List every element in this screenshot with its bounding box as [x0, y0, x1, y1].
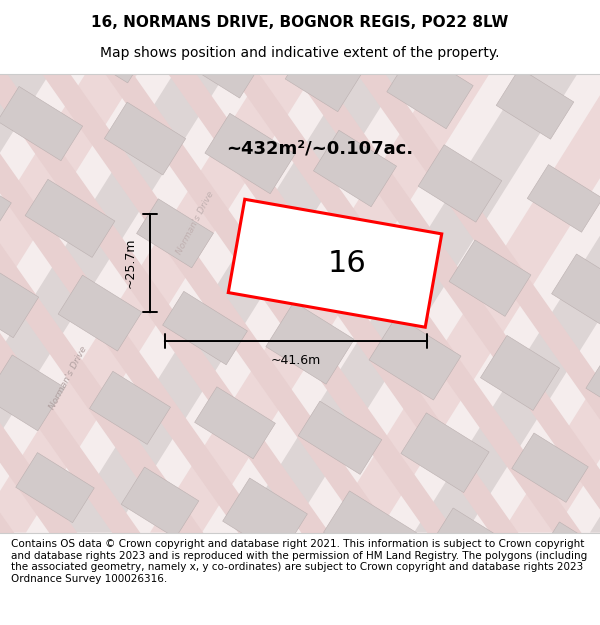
Text: ~25.7m: ~25.7m — [124, 238, 137, 289]
Polygon shape — [458, 600, 551, 625]
Polygon shape — [285, 36, 365, 112]
Polygon shape — [414, 74, 600, 532]
Polygon shape — [25, 179, 115, 258]
Polygon shape — [163, 291, 247, 365]
Polygon shape — [223, 478, 307, 557]
Polygon shape — [0, 602, 600, 625]
Polygon shape — [0, 74, 313, 532]
Polygon shape — [496, 68, 574, 139]
Polygon shape — [149, 0, 231, 1]
Polygon shape — [0, 333, 600, 625]
Polygon shape — [121, 467, 199, 538]
Polygon shape — [512, 433, 588, 502]
Text: 16: 16 — [328, 249, 367, 278]
Polygon shape — [0, 74, 49, 532]
Polygon shape — [326, 74, 600, 532]
Polygon shape — [0, 64, 600, 625]
Polygon shape — [0, 531, 20, 604]
Polygon shape — [0, 355, 65, 431]
Polygon shape — [89, 371, 170, 444]
Polygon shape — [40, 541, 130, 624]
Polygon shape — [147, 559, 233, 625]
Polygon shape — [359, 590, 442, 625]
Polygon shape — [249, 571, 341, 625]
Polygon shape — [298, 401, 382, 474]
Polygon shape — [527, 164, 600, 232]
Polygon shape — [418, 145, 502, 222]
Text: Contains OS data © Crown copyright and database right 2021. This information is : Contains OS data © Crown copyright and d… — [11, 539, 587, 584]
Polygon shape — [0, 0, 53, 68]
Polygon shape — [568, 621, 600, 625]
Polygon shape — [459, 0, 551, 51]
Polygon shape — [369, 316, 461, 400]
Text: 16, NORMANS DRIVE, BOGNOR REGIS, PO22 8LW: 16, NORMANS DRIVE, BOGNOR REGIS, PO22 8L… — [91, 14, 509, 29]
Polygon shape — [238, 209, 322, 288]
Polygon shape — [104, 102, 185, 175]
Text: Norman's Drive: Norman's Drive — [175, 190, 215, 256]
Polygon shape — [194, 387, 275, 459]
Text: Map shows position and indicative extent of the property.: Map shows position and indicative extent… — [100, 46, 500, 60]
Polygon shape — [62, 74, 401, 532]
Polygon shape — [205, 113, 295, 194]
Polygon shape — [0, 243, 600, 625]
Polygon shape — [137, 199, 214, 268]
Polygon shape — [238, 74, 577, 532]
Polygon shape — [346, 226, 424, 300]
Polygon shape — [0, 74, 226, 532]
Text: Norman's Drive: Norman's Drive — [47, 345, 88, 411]
Polygon shape — [313, 130, 397, 207]
Polygon shape — [0, 0, 600, 599]
Polygon shape — [0, 162, 11, 245]
Polygon shape — [0, 154, 600, 625]
Text: ~432m²/~0.107ac.: ~432m²/~0.107ac. — [226, 139, 413, 158]
Polygon shape — [481, 336, 560, 411]
Polygon shape — [0, 512, 600, 625]
Polygon shape — [358, 0, 442, 32]
Polygon shape — [0, 86, 83, 161]
Polygon shape — [387, 49, 473, 129]
Polygon shape — [0, 422, 600, 625]
Polygon shape — [586, 352, 600, 423]
Polygon shape — [535, 522, 600, 603]
Polygon shape — [150, 74, 490, 532]
Text: ~41.6m: ~41.6m — [271, 354, 321, 367]
Polygon shape — [0, 74, 137, 532]
Polygon shape — [58, 275, 142, 351]
Polygon shape — [16, 452, 94, 522]
Polygon shape — [502, 74, 600, 532]
Polygon shape — [228, 199, 442, 328]
Polygon shape — [74, 5, 156, 83]
Polygon shape — [401, 413, 489, 492]
Polygon shape — [551, 254, 600, 332]
Polygon shape — [266, 302, 354, 384]
Polygon shape — [0, 0, 600, 509]
Polygon shape — [590, 74, 600, 532]
Polygon shape — [0, 259, 38, 338]
Polygon shape — [0, 0, 600, 420]
Polygon shape — [253, 0, 337, 17]
Polygon shape — [449, 240, 531, 316]
Polygon shape — [430, 508, 520, 587]
Polygon shape — [176, 19, 264, 98]
Polygon shape — [323, 491, 416, 574]
